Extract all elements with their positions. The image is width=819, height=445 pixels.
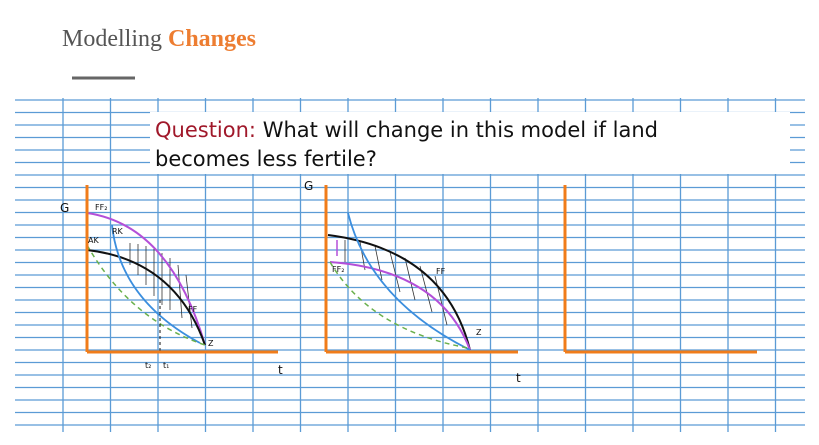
curve-ff — [327, 234, 471, 351]
curve-rk — [347, 212, 471, 351]
curve-label: RK — [112, 227, 124, 236]
curve-ff2 — [329, 261, 471, 351]
curve-label: AK — [88, 236, 99, 245]
curve-ak — [86, 244, 206, 346]
panel-3 — [563, 185, 757, 354]
question-text: What will change in this model if land — [263, 118, 658, 142]
slide-title: Modelling Changes — [62, 26, 256, 52]
curve-label: FF₂ — [332, 265, 344, 274]
y-label: G — [304, 179, 313, 193]
curve-label: FF — [188, 305, 198, 314]
question-line2: becomes less fertile? — [155, 147, 377, 171]
x-label: t — [516, 371, 521, 385]
curve-label: Z — [476, 328, 482, 337]
panel-2: G t FF₂ FF Z — [304, 179, 521, 385]
y-label: G — [60, 201, 69, 215]
hatching — [344, 240, 448, 326]
question-backdrop — [150, 112, 790, 174]
x-label: t — [278, 363, 283, 377]
curve-ff2 — [86, 212, 206, 346]
question-label: Question: — [155, 118, 256, 142]
curve-label: Z — [208, 339, 214, 348]
title-highlight: Changes — [168, 26, 256, 52]
curve-label: FF — [436, 267, 446, 276]
question-line1: Question: What will change in this model… — [155, 118, 658, 142]
curve-ak — [329, 261, 469, 349]
curve-ff — [86, 249, 206, 346]
curve-label: FF₂ — [95, 203, 107, 212]
curve-rk — [111, 224, 201, 344]
title-text: Modelling — [62, 26, 162, 52]
tick-label: t₂ — [145, 361, 151, 370]
tick-label: t₁ — [163, 361, 169, 370]
panel-1: G t FF₂ RK AK FF Z t₂ t₁ — [60, 185, 283, 377]
